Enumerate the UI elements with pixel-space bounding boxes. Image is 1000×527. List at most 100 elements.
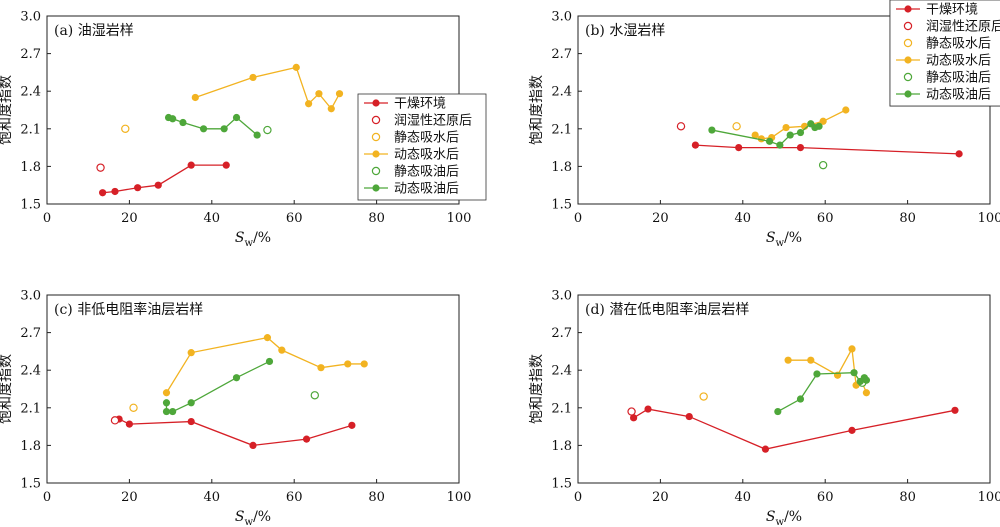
data-point bbox=[344, 360, 352, 368]
panel-title: (a) 油湿岩样 bbox=[54, 23, 134, 39]
data-point bbox=[121, 124, 130, 134]
legend-marker bbox=[903, 38, 913, 48]
x-tick-label: 100 bbox=[978, 211, 1000, 226]
legend-marker bbox=[371, 132, 381, 142]
legend-label: 静态吸油后 bbox=[394, 165, 459, 180]
x-tick-label: 40 bbox=[735, 490, 752, 505]
data-point bbox=[335, 90, 344, 98]
data-point bbox=[310, 391, 319, 400]
series-line bbox=[195, 66, 341, 110]
data-point bbox=[187, 399, 195, 407]
x-tick-label: 0 bbox=[574, 490, 582, 505]
data-point bbox=[292, 63, 300, 71]
y-tick-label: 2.1 bbox=[551, 122, 572, 137]
x-axis-unit: /% bbox=[784, 509, 802, 525]
legend-marker bbox=[903, 72, 913, 82]
series-5 bbox=[818, 160, 828, 170]
x-axis-symbol: S bbox=[766, 509, 776, 525]
data-point bbox=[955, 150, 963, 158]
legend-item: 静态吸油后 bbox=[903, 71, 991, 86]
plot-frame bbox=[46, 294, 460, 484]
x-axis-label: Sw/% bbox=[235, 230, 271, 249]
series-1 bbox=[99, 161, 230, 197]
data-point bbox=[862, 376, 871, 384]
data-point bbox=[134, 184, 142, 192]
x-tick-label: 0 bbox=[43, 211, 51, 226]
legend-label: 动态吸油后 bbox=[926, 88, 991, 103]
series-4 bbox=[162, 334, 368, 397]
x-tick-label: 40 bbox=[735, 211, 752, 226]
data-point bbox=[110, 416, 120, 425]
data-point bbox=[265, 357, 274, 366]
legend-item: 动态吸油后 bbox=[896, 88, 991, 103]
data-point bbox=[187, 417, 195, 426]
x-tick-label: 20 bbox=[652, 490, 669, 505]
data-point bbox=[765, 137, 774, 145]
legend-item: 静态吸水后 bbox=[371, 131, 459, 146]
x-axis-label: Sw/% bbox=[235, 509, 271, 527]
series-2 bbox=[96, 163, 105, 172]
data-point bbox=[782, 123, 790, 132]
panel-title: (c) 非低电阻率油层岩样 bbox=[54, 301, 203, 318]
data-point bbox=[305, 100, 313, 108]
data-point bbox=[99, 189, 107, 197]
x-tick-label: 60 bbox=[286, 490, 303, 505]
x-tick-label: 40 bbox=[204, 211, 221, 226]
y-tick-label: 2.7 bbox=[551, 326, 572, 341]
legend-label: 动态吸水后 bbox=[926, 54, 991, 69]
series-6 bbox=[774, 369, 871, 416]
data-point bbox=[315, 90, 323, 98]
data-point bbox=[951, 406, 959, 414]
series-2 bbox=[110, 416, 120, 425]
legend-label: 动态吸水后 bbox=[394, 148, 459, 163]
data-point bbox=[842, 106, 850, 114]
legend-item: 润湿性还原后 bbox=[371, 114, 472, 129]
legend-item: 动态吸水后 bbox=[364, 148, 459, 163]
series-1 bbox=[630, 405, 959, 453]
y-axis-label: 饱和度指数 bbox=[0, 75, 14, 145]
data-point bbox=[708, 126, 716, 134]
legend-label: 静态吸油后 bbox=[926, 71, 991, 86]
series-1 bbox=[691, 141, 963, 158]
panel-title: (d) 潜在低电阻率油层岩样 bbox=[585, 301, 749, 318]
series-3 bbox=[699, 392, 708, 401]
y-tick-label: 1.8 bbox=[551, 160, 572, 175]
y-tick-label: 3.0 bbox=[551, 289, 572, 304]
data-point bbox=[111, 187, 119, 196]
data-point bbox=[815, 122, 823, 130]
legend-item: 润湿性还原后 bbox=[903, 20, 1000, 35]
series-2 bbox=[676, 122, 686, 131]
data-point bbox=[96, 163, 105, 172]
x-axis-unit: /% bbox=[253, 230, 271, 246]
data-point bbox=[129, 403, 138, 412]
y-tick-label: 3.0 bbox=[551, 10, 572, 25]
legend-label: 动态吸油后 bbox=[394, 182, 459, 197]
x-tick-label: 0 bbox=[43, 490, 51, 505]
data-point bbox=[232, 113, 241, 122]
x-tick-label: 80 bbox=[368, 490, 385, 505]
series-line bbox=[165, 360, 270, 413]
legend-item: 静态吸水后 bbox=[903, 37, 991, 52]
x-tick-label: 100 bbox=[447, 490, 472, 505]
x-tick-label: 80 bbox=[368, 211, 385, 226]
data-point bbox=[813, 370, 821, 378]
data-point bbox=[848, 426, 856, 434]
y-tick-label: 2.7 bbox=[20, 326, 41, 341]
legend-label: 静态吸水后 bbox=[394, 131, 459, 146]
data-point bbox=[191, 93, 199, 102]
data-point bbox=[796, 144, 805, 152]
x-axis-unit: /% bbox=[784, 230, 802, 246]
legend-marker bbox=[372, 184, 380, 192]
legend-marker bbox=[371, 166, 381, 176]
data-point bbox=[162, 407, 171, 416]
data-point bbox=[776, 141, 784, 149]
chart-panel-1: 0 20 40 60 80 100 1.5 1.8 2.1 2.4 2.7 3.0 (a) 油湿岩样 Sw… bbox=[0, 10, 487, 249]
y-tick-label: 2.7 bbox=[551, 47, 572, 62]
series-5 bbox=[310, 391, 319, 400]
data-point bbox=[169, 407, 177, 416]
series-line bbox=[777, 372, 867, 413]
y-tick-label: 1.5 bbox=[20, 477, 41, 492]
y-tick-label: 3.0 bbox=[20, 10, 41, 25]
series-line bbox=[165, 336, 365, 394]
